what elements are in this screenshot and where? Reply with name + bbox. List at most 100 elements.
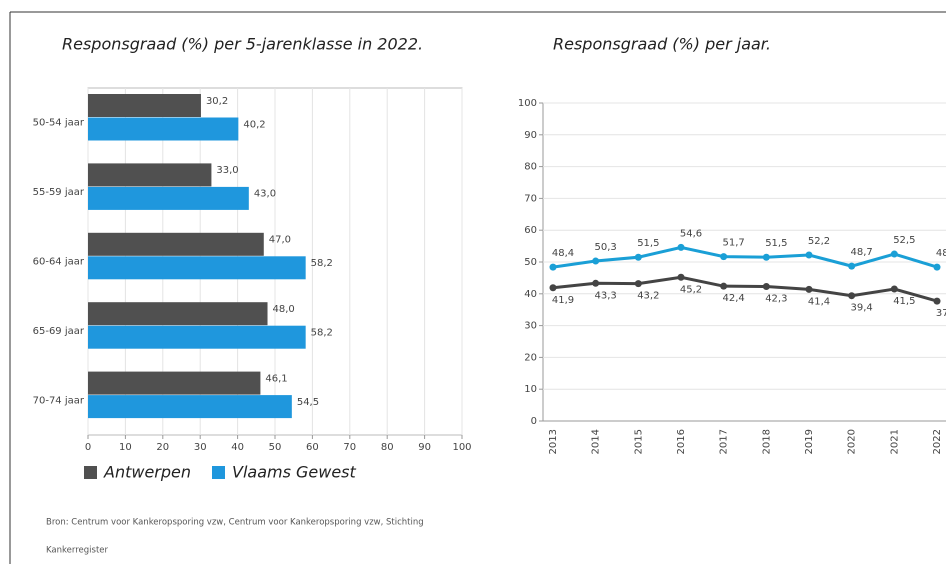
point [677, 243, 685, 251]
y-tick-label: 10 [524, 384, 537, 395]
point [762, 253, 770, 261]
data-label: 37,7 [936, 308, 946, 319]
bar [88, 302, 268, 326]
y-tick-label: 90 [524, 130, 537, 141]
data-label: 42,3 [765, 293, 787, 304]
point [677, 273, 685, 281]
chart-title: Responsgraad (%) per jaar. [553, 35, 771, 54]
data-label: 43,3 [595, 290, 617, 301]
data-label: 43,0 [254, 189, 276, 200]
data-label: 39,4 [851, 303, 873, 314]
data-label: 30,2 [206, 96, 228, 107]
x-tick-label: 2018 [761, 429, 772, 454]
source: Bron: Centrum voor Kankeropsporing vzw, … [46, 518, 424, 528]
data-label: 43,2 [637, 291, 659, 302]
data-label: 40,2 [243, 119, 265, 130]
data-label: 42,4 [723, 293, 745, 304]
y-tick-label: 60 [524, 225, 537, 236]
point [720, 253, 728, 261]
y-tick-label: 40 [524, 289, 537, 300]
legend-swatch [212, 466, 225, 479]
point [634, 280, 642, 288]
x-tick-label: 80 [381, 442, 394, 453]
data-label: 41,5 [893, 296, 915, 307]
y-tick-label: 60-64 jaar [33, 257, 85, 268]
data-label: 48,4 [552, 248, 574, 259]
bar [88, 395, 292, 419]
x-tick-label: 2014 [591, 429, 602, 454]
x-tick-label: 100 [452, 442, 471, 453]
x-tick-label: 2022 [932, 429, 943, 454]
data-label: 58,2 [311, 327, 333, 338]
y-tick-label: 0 [531, 416, 537, 427]
data-label: 41,4 [808, 296, 830, 307]
x-tick-label: 2020 [847, 429, 858, 454]
point [890, 250, 898, 258]
x-tick-label: 50 [269, 442, 282, 453]
data-label: 48,0 [273, 304, 295, 315]
point [549, 263, 557, 271]
y-tick-label: 50 [524, 257, 537, 268]
point [848, 262, 856, 270]
y-tick-label: 30 [524, 321, 537, 332]
y-tick-label: 80 [524, 162, 537, 173]
point [592, 257, 600, 265]
x-tick-label: 90 [418, 442, 431, 453]
data-label: 48,7 [851, 247, 873, 258]
point [805, 251, 813, 259]
point [805, 285, 813, 293]
bar [88, 256, 306, 280]
data-label: 46,1 [265, 373, 287, 384]
y-tick-label: 70 [524, 193, 537, 204]
x-tick-label: 2017 [719, 429, 730, 454]
bar [88, 94, 201, 117]
y-tick-label: 55-59 jaar [33, 187, 85, 198]
y-tick-label: 20 [524, 352, 537, 363]
x-tick-label: 30 [194, 442, 207, 453]
y-tick-label: 100 [518, 98, 537, 109]
chart-title: Responsgraad (%) per 5-jarenklasse in 20… [62, 35, 423, 54]
legend-swatch [84, 466, 97, 479]
y-tick-label: 50-54 jaar [33, 118, 85, 129]
x-tick-label: 2019 [804, 429, 815, 454]
line [552, 245, 938, 269]
point [720, 282, 728, 290]
data-label: 52,5 [893, 235, 915, 246]
point [848, 292, 856, 300]
data-label: 54,6 [680, 228, 702, 239]
x-tick-label: 2013 [548, 429, 559, 454]
point [634, 253, 642, 261]
data-label: 48,4 [936, 248, 946, 259]
point [549, 284, 557, 292]
x-tick-label: 60 [306, 442, 319, 453]
x-tick-label: 40 [231, 442, 244, 453]
x-tick-label: 10 [119, 442, 132, 453]
legend-label: Vlaams Gewest [232, 463, 357, 482]
data-label: 51,5 [637, 238, 659, 249]
data-label: 47,0 [269, 235, 291, 246]
point [890, 285, 898, 293]
data-label: 33,0 [216, 165, 238, 176]
bar [88, 232, 264, 256]
x-tick-label: 2021 [889, 429, 900, 454]
data-label: 54,5 [297, 397, 319, 408]
bar [88, 186, 249, 210]
data-label: 50,3 [595, 242, 617, 253]
y-tick-label: 65-69 jaar [33, 326, 85, 337]
source: Kankerregister [46, 546, 108, 556]
data-label: 52,2 [808, 236, 830, 247]
bar [88, 117, 239, 141]
legend-label: Antwerpen [103, 463, 191, 482]
x-tick-label: 20 [156, 442, 169, 453]
x-tick-label: 2015 [633, 429, 644, 454]
x-tick-label: 70 [343, 442, 356, 453]
y-tick-label: 70-74 jaar [33, 395, 85, 406]
point [933, 263, 941, 271]
bar [88, 163, 212, 187]
data-label: 41,9 [552, 295, 574, 306]
point [592, 279, 600, 287]
x-tick-label: 0 [85, 442, 91, 453]
x-tick-label: 2016 [676, 429, 687, 454]
bar [88, 371, 261, 395]
